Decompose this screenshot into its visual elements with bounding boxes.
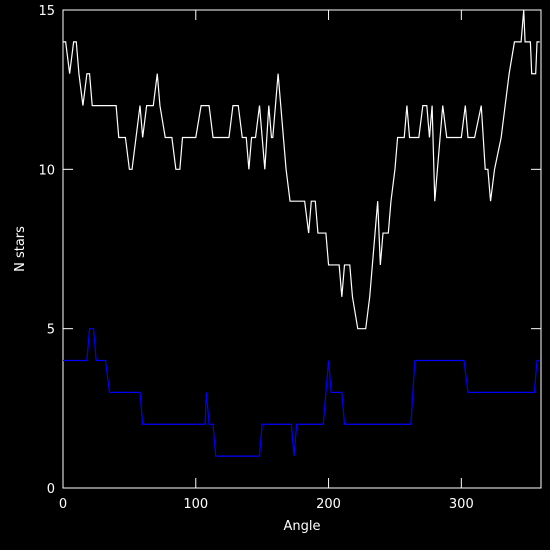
x-tick-label: 0 (59, 497, 67, 512)
y-tick-label: 10 (38, 163, 55, 178)
x-tick-label: 100 (183, 497, 208, 512)
y-tick-label: 15 (38, 4, 55, 19)
x-tick-label: 200 (316, 497, 341, 512)
y-axis-label: N stars (13, 226, 28, 272)
plot-frame (62, 9, 542, 489)
y-tick-label: 0 (47, 482, 55, 497)
data-line (63, 9, 540, 330)
data-line (63, 328, 540, 457)
y-tick-label: 5 (47, 323, 55, 338)
x-tick-label: 300 (449, 497, 474, 512)
x-axis-label: Angle (284, 519, 321, 534)
